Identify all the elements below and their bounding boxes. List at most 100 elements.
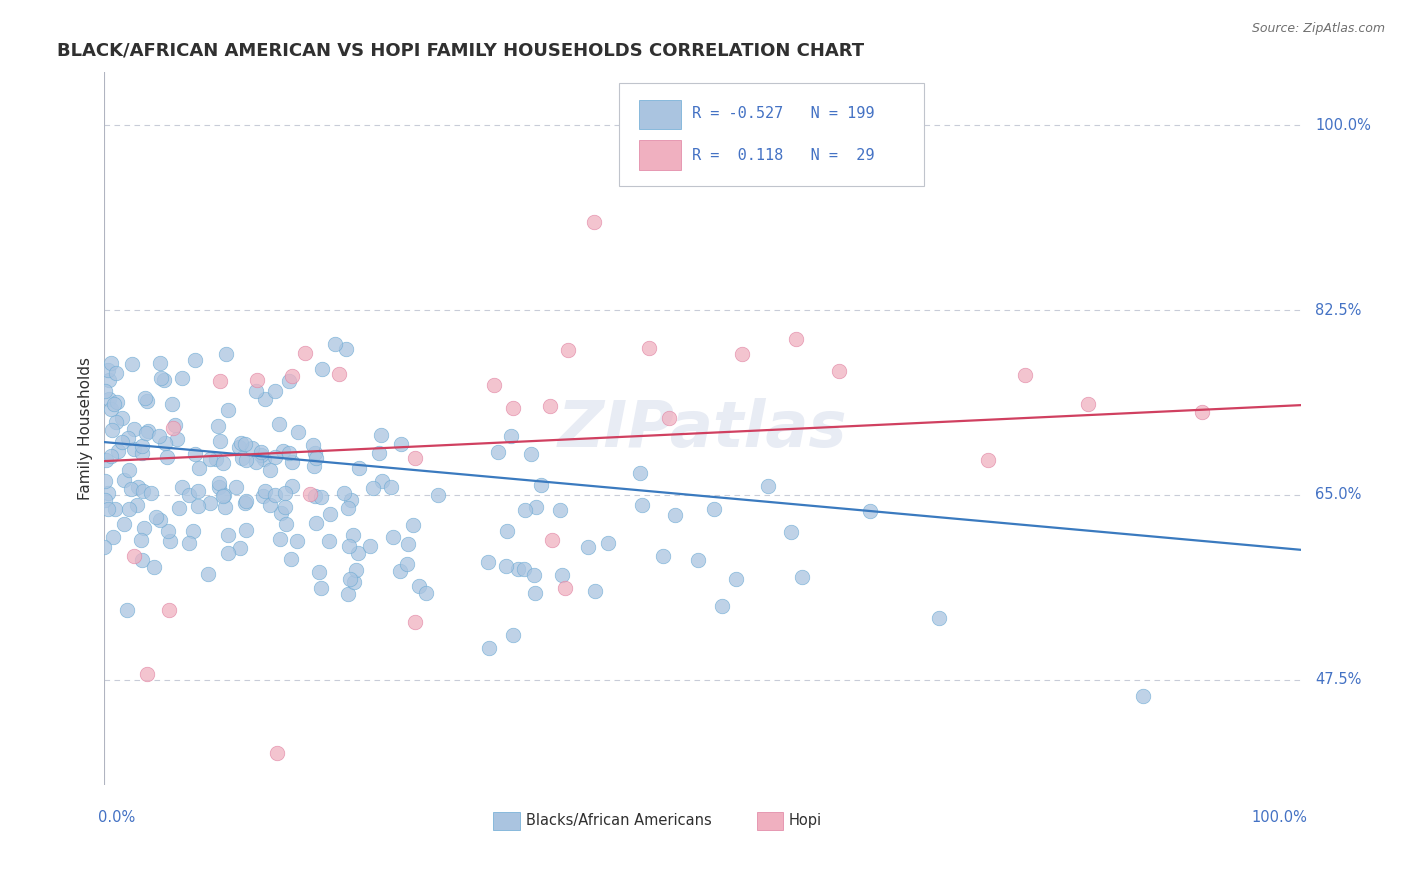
Point xyxy=(115,603,138,617)
Point xyxy=(183,447,205,461)
Point xyxy=(328,368,350,382)
Point xyxy=(281,455,304,469)
Point xyxy=(274,516,297,531)
Point xyxy=(267,417,290,431)
Point xyxy=(105,367,128,381)
Point xyxy=(1132,689,1154,703)
Point xyxy=(1077,397,1099,411)
Point xyxy=(336,501,359,516)
Point xyxy=(524,500,547,515)
Point xyxy=(495,558,517,573)
Point xyxy=(129,533,152,548)
Point xyxy=(215,346,238,360)
Point xyxy=(396,537,419,551)
Point xyxy=(311,362,333,376)
Point xyxy=(149,370,172,384)
Point xyxy=(233,496,256,510)
Point xyxy=(277,374,299,388)
Point xyxy=(583,583,606,598)
Point xyxy=(245,384,267,399)
Point xyxy=(100,356,122,370)
Point xyxy=(217,546,239,560)
Point xyxy=(149,513,172,527)
Point xyxy=(170,370,193,384)
Point xyxy=(253,483,276,498)
Point xyxy=(686,553,709,567)
Text: 0.0%: 0.0% xyxy=(98,810,135,825)
Point xyxy=(118,462,141,476)
Point xyxy=(132,484,155,499)
Point xyxy=(135,393,157,408)
Point xyxy=(401,518,423,533)
Point xyxy=(117,431,139,445)
Point xyxy=(100,401,122,416)
Point xyxy=(530,478,553,492)
Point xyxy=(477,555,499,569)
Point xyxy=(520,447,543,461)
Point xyxy=(93,384,115,399)
Point xyxy=(264,384,287,399)
Point xyxy=(112,516,135,531)
Point xyxy=(121,357,143,371)
Point xyxy=(305,516,328,530)
Point xyxy=(710,599,733,613)
Point xyxy=(156,524,179,538)
Point xyxy=(163,418,186,433)
Text: 82.5%: 82.5% xyxy=(1316,302,1361,318)
Point xyxy=(664,508,686,522)
Point xyxy=(371,475,394,489)
Point xyxy=(94,475,117,489)
Point xyxy=(250,448,273,462)
Point xyxy=(187,484,209,499)
Point xyxy=(363,481,385,495)
Point xyxy=(631,499,654,513)
Point xyxy=(120,482,142,496)
Point xyxy=(731,347,754,361)
Point xyxy=(540,399,562,413)
Point xyxy=(340,492,363,507)
Point xyxy=(231,450,253,465)
Point xyxy=(508,562,530,576)
Point xyxy=(124,422,146,436)
Point xyxy=(135,667,157,681)
Point xyxy=(112,473,135,487)
Point xyxy=(134,391,156,405)
Point xyxy=(380,480,402,494)
Point xyxy=(389,437,412,451)
Point xyxy=(235,523,257,537)
Text: R = -0.527   N = 199: R = -0.527 N = 199 xyxy=(692,106,875,121)
Point xyxy=(145,510,167,524)
Y-axis label: Family Households: Family Households xyxy=(79,358,93,500)
Point xyxy=(229,436,252,450)
Point xyxy=(253,452,276,467)
Point xyxy=(482,378,505,392)
Point xyxy=(249,444,271,458)
Point xyxy=(270,506,292,520)
Point xyxy=(785,332,807,346)
Point xyxy=(426,488,449,502)
Point xyxy=(499,429,522,443)
Point xyxy=(228,541,250,555)
Point xyxy=(269,533,291,547)
Point xyxy=(388,564,411,578)
Point xyxy=(94,493,117,508)
Point xyxy=(370,428,392,442)
Point xyxy=(790,570,813,584)
Point xyxy=(344,564,367,578)
Point xyxy=(217,528,239,542)
Point xyxy=(240,441,263,455)
Point xyxy=(208,480,231,494)
Point xyxy=(153,436,176,450)
Point xyxy=(125,498,148,512)
Text: R =  0.118   N =  29: R = 0.118 N = 29 xyxy=(692,148,875,162)
Point xyxy=(183,524,205,538)
Point xyxy=(628,466,651,480)
Point xyxy=(756,478,779,492)
Text: Hopi: Hopi xyxy=(789,813,823,828)
Point xyxy=(541,533,564,548)
Point xyxy=(252,489,274,503)
Point xyxy=(152,373,174,387)
Point xyxy=(302,437,325,451)
Point xyxy=(132,521,155,535)
Point xyxy=(928,610,950,624)
